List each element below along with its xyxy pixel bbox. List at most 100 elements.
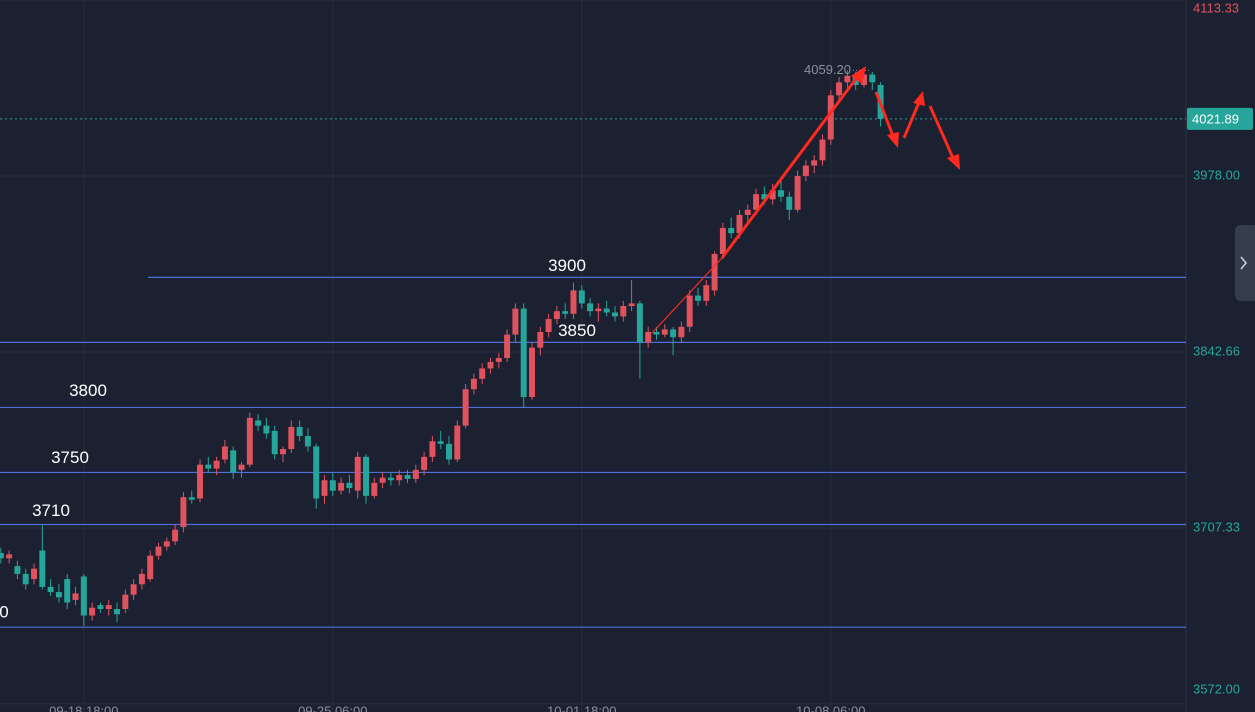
candle-body bbox=[0, 553, 4, 559]
candle-body bbox=[670, 329, 677, 338]
candle-body bbox=[537, 332, 544, 348]
candle-body bbox=[97, 605, 104, 610]
candle-body bbox=[396, 475, 403, 481]
candle-body bbox=[437, 441, 444, 444]
level-label: 3800 bbox=[69, 381, 107, 400]
candle-body bbox=[777, 190, 784, 197]
last-price-label: 4021.89 bbox=[1192, 111, 1239, 126]
x-tick-label: 10-08 06:00 bbox=[796, 703, 865, 712]
x-tick-label: 09-18 18:00 bbox=[49, 703, 118, 712]
candle-body bbox=[836, 82, 843, 96]
candle-body bbox=[387, 477, 394, 481]
candle-body bbox=[827, 95, 834, 140]
high-label: 4059.20 bbox=[804, 62, 851, 77]
candle-body bbox=[462, 389, 469, 426]
candle-body bbox=[321, 480, 328, 496]
candle-body bbox=[736, 214, 743, 234]
candle-body bbox=[620, 305, 627, 317]
candle-body bbox=[653, 332, 660, 335]
candle-body bbox=[172, 529, 179, 542]
candle-body bbox=[504, 334, 511, 359]
chevron-icon bbox=[1240, 256, 1248, 270]
candle-body bbox=[22, 573, 29, 585]
candle-body bbox=[89, 607, 96, 616]
candle-body bbox=[529, 347, 535, 398]
candle-body bbox=[454, 425, 461, 460]
candle-body bbox=[811, 160, 818, 166]
candle-body bbox=[296, 426, 303, 437]
candle-body bbox=[329, 480, 336, 491]
candle-body bbox=[753, 194, 760, 210]
candle-body bbox=[695, 295, 701, 301]
candle-body bbox=[197, 464, 204, 499]
candle-body bbox=[47, 586, 54, 593]
candle-body bbox=[346, 482, 353, 489]
candle-body bbox=[230, 450, 237, 473]
candle-body bbox=[612, 312, 618, 317]
candle-body bbox=[487, 361, 494, 369]
candle-body bbox=[786, 196, 793, 210]
trend-arrow-thin bbox=[651, 257, 723, 334]
candle-body bbox=[379, 477, 386, 483]
candle-body bbox=[603, 308, 610, 313]
candle-body bbox=[678, 326, 685, 338]
y-tick-label: 3842.66 bbox=[1193, 343, 1240, 358]
candle-body bbox=[72, 593, 79, 600]
candle-body bbox=[686, 295, 693, 327]
candle-body bbox=[6, 554, 13, 559]
candle-body bbox=[628, 303, 635, 306]
candle-body bbox=[188, 497, 195, 500]
candle-body bbox=[114, 609, 121, 615]
side-panel-toggle[interactable] bbox=[1235, 225, 1255, 301]
candle-body bbox=[147, 555, 154, 580]
candle-body bbox=[860, 74, 867, 85]
candle-body bbox=[512, 308, 519, 335]
candle-body bbox=[64, 579, 71, 603]
candle-body bbox=[213, 460, 220, 469]
candle-body bbox=[14, 566, 21, 574]
candle-body bbox=[520, 308, 527, 398]
last-price-box bbox=[1187, 107, 1253, 130]
candle-body bbox=[869, 74, 876, 83]
arrow-head bbox=[913, 91, 925, 106]
candle-body bbox=[545, 319, 552, 333]
level-label: 3750 bbox=[51, 448, 89, 467]
candle-body bbox=[429, 441, 436, 457]
candle-body bbox=[470, 378, 477, 390]
candle-body bbox=[553, 311, 560, 320]
candle-body bbox=[595, 308, 602, 312]
candle-body bbox=[661, 329, 668, 335]
candle-body bbox=[130, 584, 137, 595]
level-label: 3850 bbox=[558, 321, 596, 340]
candle-body bbox=[819, 139, 826, 161]
candle-body bbox=[578, 290, 585, 304]
level-label: 3900 bbox=[548, 256, 586, 275]
candle-body bbox=[304, 436, 311, 447]
candle-body bbox=[421, 456, 428, 470]
candle-body bbox=[587, 303, 594, 312]
candle-body bbox=[371, 482, 378, 496]
candle-body bbox=[645, 332, 652, 343]
candle-body bbox=[570, 290, 577, 314]
candle-body bbox=[39, 550, 46, 587]
arrow-head bbox=[887, 132, 899, 148]
x-tick-label: 09-25 06:00 bbox=[298, 703, 367, 712]
x-tick-label: 10-01 18:00 bbox=[547, 703, 616, 712]
down-arrow bbox=[874, 91, 895, 137]
candle-body bbox=[180, 497, 187, 528]
grid bbox=[0, 0, 1186, 712]
candle-body bbox=[769, 190, 776, 200]
candle-body bbox=[354, 456, 361, 491]
candle-body bbox=[80, 576, 87, 616]
candle-body bbox=[255, 420, 262, 426]
candle-body bbox=[802, 165, 809, 176]
candle-body bbox=[562, 311, 569, 314]
candle-body bbox=[280, 449, 287, 455]
candle-body bbox=[719, 227, 726, 254]
candle-body bbox=[122, 594, 129, 610]
candle-body bbox=[446, 443, 452, 460]
candle-body bbox=[703, 285, 710, 301]
candle-body bbox=[163, 541, 170, 547]
